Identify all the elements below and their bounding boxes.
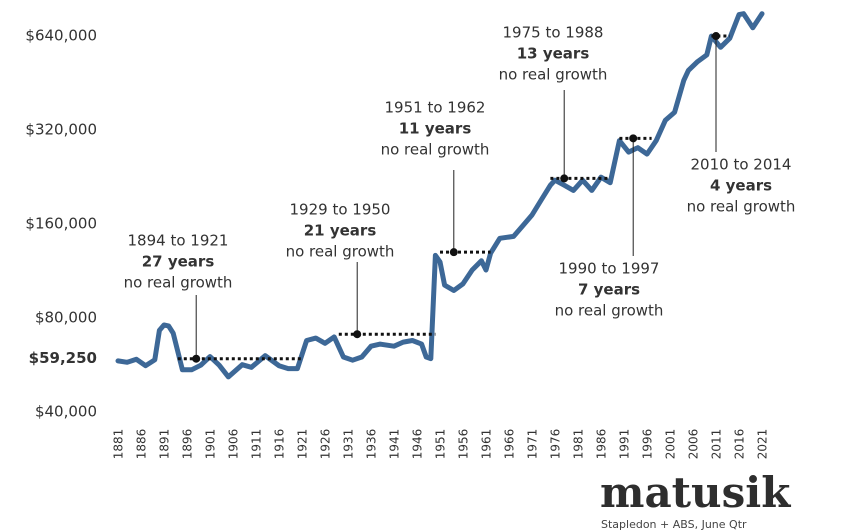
x-tick-label: 1926: [319, 429, 333, 460]
x-tick-label: 2016: [733, 429, 747, 460]
annotation-period: 1951 to 1962: [385, 99, 486, 117]
y-tick-label: $59,250: [29, 349, 97, 367]
y-tick-label: $640,000: [25, 27, 97, 45]
annotation-years: 4 years: [710, 177, 772, 195]
annotation-period: 1894 to 1921: [128, 232, 229, 250]
x-tick-label: 1931: [342, 429, 356, 460]
x-tick-label: 2001: [664, 429, 678, 460]
x-tick-label: 1911: [250, 429, 264, 460]
x-tick-label: 1976: [549, 429, 563, 460]
level-marker: [629, 134, 638, 143]
level-marker: [192, 354, 201, 363]
annotation-note: no real growth: [381, 141, 490, 159]
x-tick-label: 2021: [756, 429, 770, 460]
y-tick-label: $160,000: [25, 215, 97, 233]
x-tick-label: 1916: [273, 429, 287, 460]
x-tick-label: 1956: [457, 429, 471, 460]
x-tick-label: 1996: [641, 429, 655, 460]
x-tick-label: 1936: [365, 429, 379, 460]
level-marker: [560, 174, 569, 183]
x-tick-label: 1981: [572, 429, 586, 460]
x-tick-label: 1971: [526, 429, 540, 460]
x-tick-label: 1951: [434, 429, 448, 460]
y-tick-label: $80,000: [35, 309, 97, 327]
source: Stapledon + ABS, June Qtr: [601, 518, 747, 530]
annotation-years: 13 years: [517, 45, 590, 63]
annotation-period: 1929 to 1950: [290, 201, 391, 219]
x-tick-label: 1966: [503, 429, 517, 460]
annotation-years: 21 years: [304, 222, 377, 240]
annotation-years: 7 years: [578, 281, 640, 299]
x-tick-label: 1891: [158, 429, 172, 460]
annotation-period: 1975 to 1988: [503, 24, 604, 42]
annotation-note: no real growth: [499, 66, 608, 84]
annotation-period: 2010 to 2014: [691, 156, 792, 174]
x-tick-label: 1901: [204, 429, 218, 460]
level-marker: [449, 248, 458, 257]
annotation-years: 11 years: [399, 120, 472, 138]
annotation-years: 27 years: [142, 253, 215, 271]
x-tick-label: 2006: [687, 429, 701, 460]
price-line: [115, 11, 765, 380]
x-tick-label: 1941: [388, 429, 402, 460]
annotation-note: no real growth: [687, 198, 796, 216]
annotation-note: no real growth: [555, 302, 664, 320]
x-tick-label: 1886: [135, 429, 149, 460]
annotation-note: no real growth: [286, 243, 395, 261]
level-marker: [712, 32, 720, 41]
level-marker: [353, 330, 362, 339]
x-tick-label: 1991: [618, 429, 632, 460]
brand: matusik: [600, 468, 791, 517]
x-tick-label: 1881: [112, 429, 126, 460]
y-tick-label: $40,000: [35, 403, 97, 421]
x-tick-label: 1921: [296, 429, 310, 460]
x-tick-label: 1906: [227, 429, 241, 460]
x-tick-label: 2011: [710, 429, 724, 460]
annotation-note: no real growth: [124, 274, 233, 292]
annotation-period: 1990 to 1997: [559, 260, 660, 278]
x-tick-label: 1961: [480, 429, 494, 460]
x-tick-label: 1946: [411, 429, 425, 460]
y-tick-label: $320,000: [25, 121, 97, 139]
x-tick-label: 1896: [181, 429, 195, 460]
x-tick-label: 1986: [595, 429, 609, 460]
